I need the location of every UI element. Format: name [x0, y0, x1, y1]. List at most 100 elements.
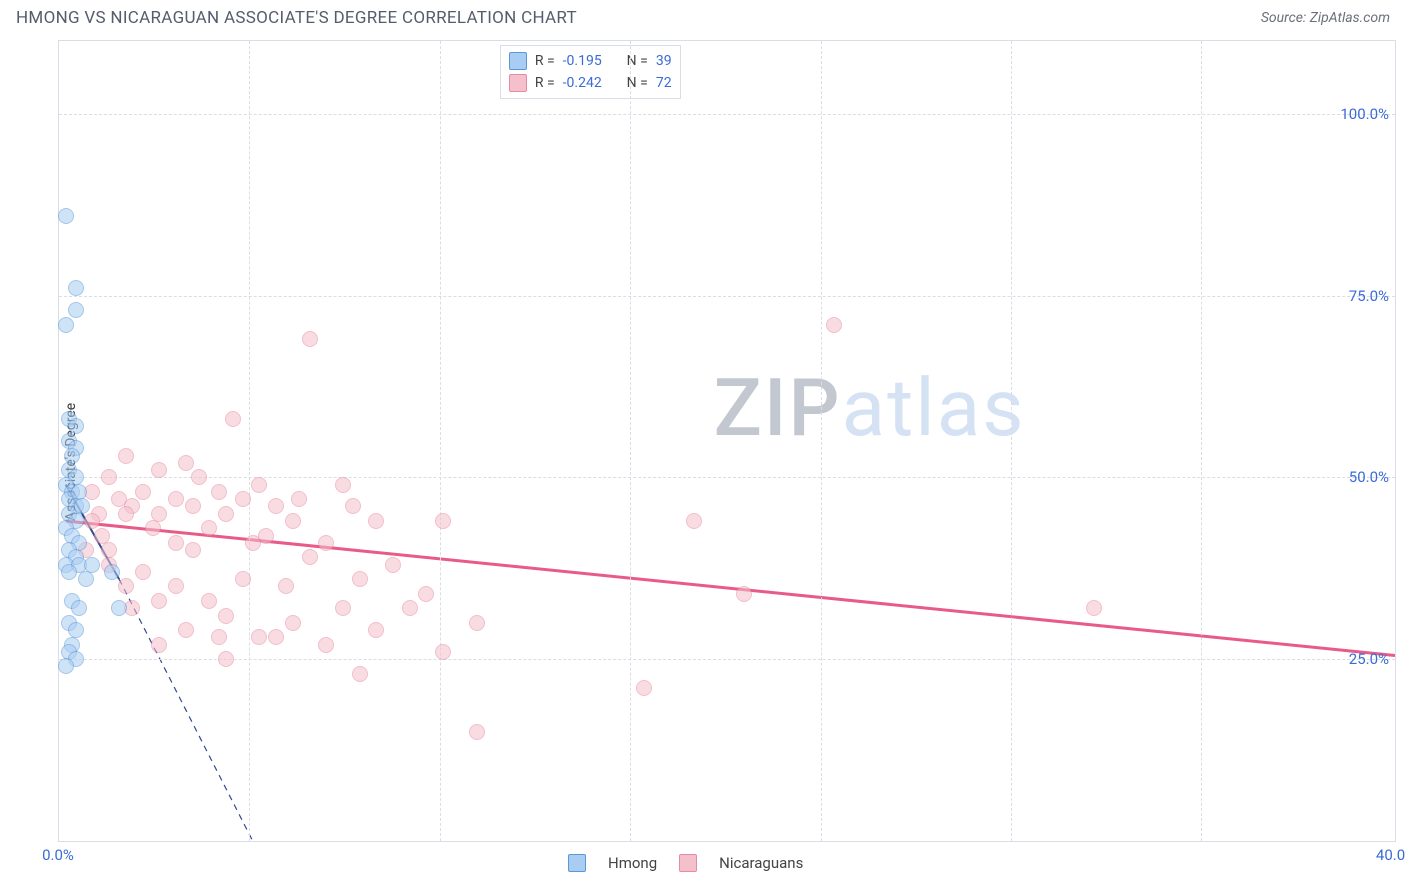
r-label: R = — [535, 53, 555, 69]
gridline-v — [1201, 41, 1202, 841]
y-tick-label: 75.0% — [1349, 287, 1389, 305]
gridline-v — [249, 41, 250, 841]
nicaraguan-point — [101, 469, 117, 485]
gridline-v — [1011, 41, 1012, 841]
gridline-h — [59, 659, 1395, 660]
nicaraguan-point — [84, 513, 100, 529]
legend-swatch — [568, 854, 586, 872]
nicaraguan-point — [318, 637, 334, 653]
legend-label: Hmong — [608, 854, 657, 872]
nicaraguan-point — [151, 593, 167, 609]
nicaraguan-point — [418, 586, 434, 602]
legend-swatch — [509, 52, 527, 70]
nicaraguan-point — [285, 513, 301, 529]
nicaraguan-point — [218, 608, 234, 624]
nicaraguan-point — [178, 622, 194, 638]
nicaraguan-point — [251, 477, 267, 493]
nicaraguan-point — [302, 331, 318, 347]
correlation-legend: R =-0.195N =39R =-0.242N =72 — [500, 45, 681, 99]
hmong-point — [61, 564, 77, 580]
nicaraguan-point — [211, 629, 227, 645]
n-value: 72 — [656, 75, 672, 91]
hmong-point — [58, 317, 74, 333]
gridline-v — [440, 41, 441, 841]
nicaraguan-point — [151, 506, 167, 522]
nicaraguan-point — [235, 491, 251, 507]
nicaraguan-point — [185, 498, 201, 514]
nicaraguan-point — [185, 542, 201, 558]
nicaraguan-point — [736, 586, 752, 602]
nicaraguan-point — [368, 513, 384, 529]
nicaraguan-point — [291, 491, 307, 507]
nicaraguan-point — [278, 578, 294, 594]
nicaraguan-point — [118, 506, 134, 522]
nicaraguan-point — [402, 600, 418, 616]
nicaraguan-point — [268, 498, 284, 514]
x-tick-label: 0.0% — [42, 846, 74, 864]
nicaraguan-point — [345, 498, 361, 514]
legend-swatch — [509, 74, 527, 92]
nicaraguan-point — [368, 622, 384, 638]
x-tick-label: 40.0% — [1376, 846, 1406, 864]
hmong-point — [104, 564, 120, 580]
hmong-point — [58, 658, 74, 674]
watermark-atlas: atlas — [842, 361, 1026, 455]
nicaraguan-point — [285, 615, 301, 631]
nicaraguan-point — [469, 615, 485, 631]
hmong-point — [78, 571, 94, 587]
source-label: Source: ZipAtlas.com — [1261, 10, 1390, 26]
nicaraguan-point — [218, 506, 234, 522]
legend-label: Nicaraguans — [719, 854, 803, 872]
correlation-row: R =-0.242N =72 — [509, 72, 672, 94]
hmong-point — [84, 557, 100, 573]
hmong-point — [58, 208, 74, 224]
hmong-point — [64, 448, 80, 464]
r-value: -0.195 — [563, 53, 619, 69]
nicaraguan-point — [318, 535, 334, 551]
n-value: 39 — [656, 53, 672, 69]
nicaraguan-point — [335, 477, 351, 493]
legend-swatch — [679, 854, 697, 872]
nicaraguan-point — [435, 513, 451, 529]
nicaraguan-point — [469, 724, 485, 740]
gridline-h — [59, 114, 1395, 115]
nicaraguan-point — [352, 571, 368, 587]
nicaraguan-point — [636, 680, 652, 696]
hmong-point — [68, 280, 84, 296]
plot-area: ZIPatlas R =-0.195N =39R =-0.242N =72 25… — [58, 40, 1396, 842]
nicaraguan-point — [385, 557, 401, 573]
nicaraguan-point — [211, 484, 227, 500]
nicaraguan-point — [168, 578, 184, 594]
nicaraguan-point — [191, 469, 207, 485]
nicaraguan-point — [435, 644, 451, 660]
nicaraguan-point — [686, 513, 702, 529]
series-legend: Hmong Nicaraguans — [568, 854, 803, 872]
nicaraguan-point — [168, 491, 184, 507]
nicaraguan-point — [335, 600, 351, 616]
nicaraguan-point — [118, 448, 134, 464]
gridline-h — [59, 296, 1395, 297]
hmong-point — [68, 622, 84, 638]
nicaraguan-point — [151, 462, 167, 478]
nicaraguan-point — [201, 593, 217, 609]
nicaraguan-point — [218, 651, 234, 667]
hmong-point — [111, 600, 127, 616]
nicaraguan-point — [135, 484, 151, 500]
nicaraguan-point — [201, 520, 217, 536]
gridline-v — [630, 41, 631, 841]
nicaraguan-point — [302, 549, 318, 565]
gridline-v — [821, 41, 822, 841]
nicaraguan-point — [245, 535, 261, 551]
watermark: ZIPatlas — [714, 361, 1026, 455]
watermark-zip: ZIP — [714, 361, 842, 455]
y-tick-label: 25.0% — [1349, 650, 1389, 668]
nicaraguan-point — [1086, 600, 1102, 616]
hmong-point — [68, 302, 84, 318]
chart-container: Associate's Degree ZIPatlas R =-0.195N =… — [16, 40, 1396, 884]
nicaraguan-point — [178, 455, 194, 471]
nicaraguan-point — [135, 564, 151, 580]
trend-lines-layer — [59, 41, 1395, 841]
nicaraguan-point — [268, 629, 284, 645]
nicaraguan-point — [826, 317, 842, 333]
nicaraguan-point — [251, 629, 267, 645]
